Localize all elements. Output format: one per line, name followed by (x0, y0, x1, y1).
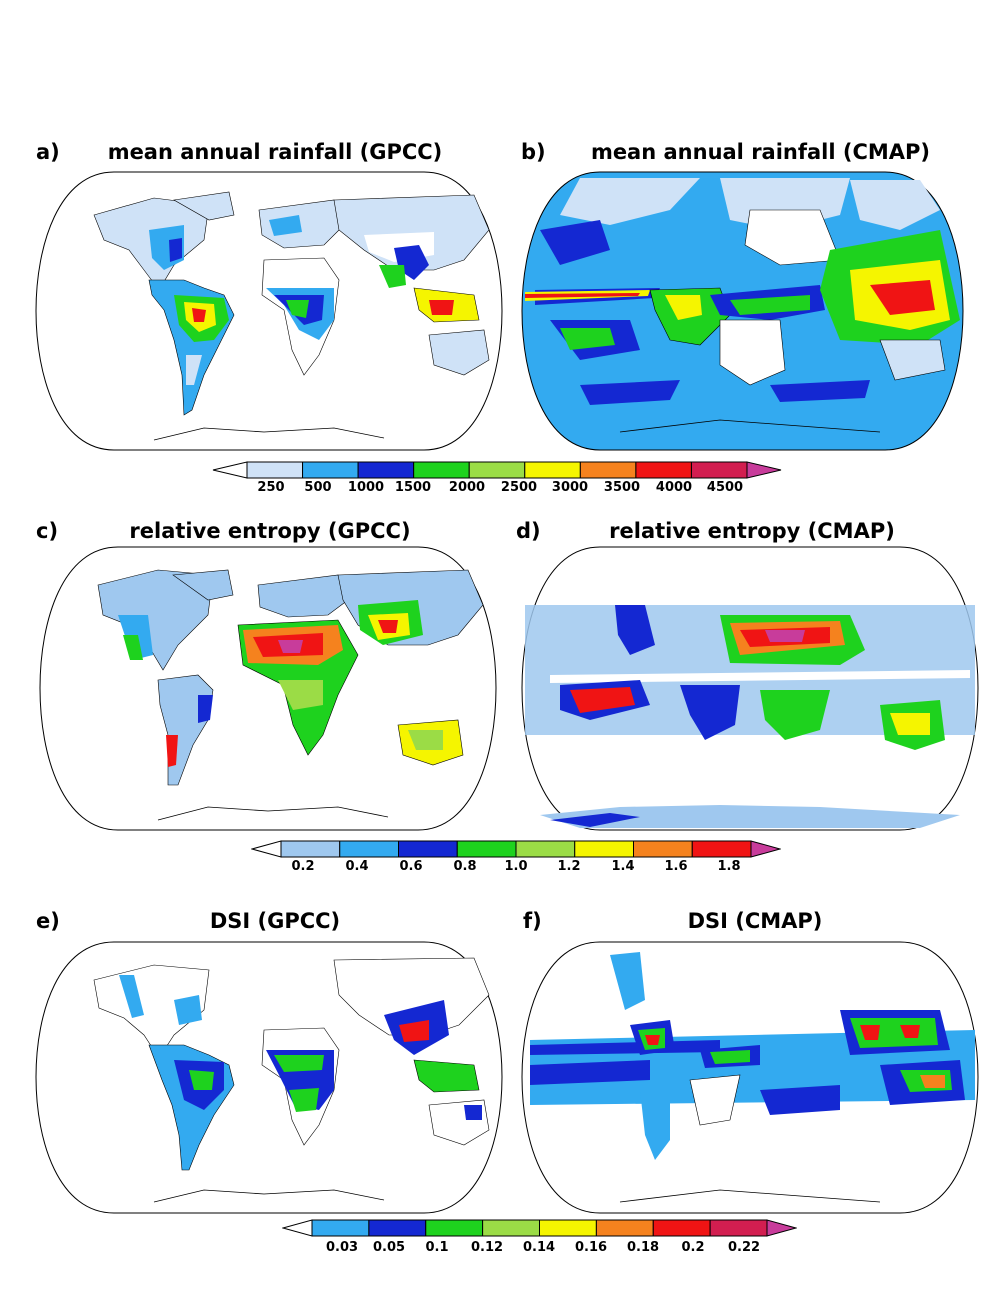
colorbar-segment (574, 840, 634, 858)
map-e-gpcc-dsi (35, 941, 503, 1214)
tick-label: 0.03 (325, 1240, 359, 1255)
colorbar-dsi-ticks: 0.03 0.05 0.1 0.12 0.14 0.16 0.18 0.2 0.… (282, 1240, 797, 1256)
colorbar-rainfall (212, 461, 782, 479)
colorbar-segment (456, 840, 517, 858)
colorbar-segment (302, 461, 359, 479)
colorbar-over-cap (750, 840, 781, 858)
colorbar-rainfall-ticks: 250 500 1000 1500 2000 2500 3000 3500 40… (212, 480, 782, 496)
colorbar-over-cap (746, 461, 782, 479)
colorbar-segment (425, 1219, 484, 1237)
colorbar-segment (246, 461, 304, 479)
panel-e-title: DSI (GPCC) (209, 909, 341, 933)
tick-label: 4500 (706, 480, 744, 495)
map-b-cmap-rainfall (521, 171, 964, 451)
tick-label: 0.6 (399, 859, 423, 874)
tick-label: 1.2 (557, 859, 581, 874)
colorbar-segment (690, 461, 748, 479)
colorbar-segment (633, 840, 693, 858)
colorbar-relative-entropy-ticks: 0.2 0.4 0.6 0.8 1.0 1.2 1.4 1.6 1.8 (251, 859, 781, 875)
tick-label: 1.6 (664, 859, 688, 874)
tick-label: 1500 (394, 480, 432, 495)
tick-label: 250 (257, 480, 285, 495)
colorbar-segment (652, 1219, 711, 1237)
tick-label: 0.2 (291, 859, 315, 874)
colorbar-segment (311, 1219, 370, 1237)
tick-label: 1.4 (611, 859, 635, 874)
tick-label: 1.8 (717, 859, 741, 874)
colorbar-over-cap (766, 1219, 797, 1237)
tick-label: 0.1 (425, 1240, 449, 1255)
map-d-cmap-relative-entropy (521, 546, 979, 831)
colorbar-segment (635, 461, 692, 479)
tick-label: 0.2 (681, 1240, 705, 1255)
tick-label: 0.4 (345, 859, 369, 874)
colorbar-segment (368, 1219, 427, 1237)
colorbar-under-cap (212, 461, 248, 479)
tick-label: 0.05 (372, 1240, 406, 1255)
colorbar-segment (709, 1219, 768, 1237)
panel-c-title: relative entropy (GPCC) (129, 519, 411, 543)
colorbar-under-cap (282, 1219, 313, 1237)
tick-label: 1000 (347, 480, 385, 495)
tick-label: 4000 (655, 480, 693, 495)
colorbar-segment (515, 840, 576, 858)
tick-label: 0.16 (574, 1240, 608, 1255)
panel-a-title: mean annual rainfall (GPCC) (107, 140, 443, 164)
tick-label: 0.22 (727, 1240, 761, 1255)
tick-label: 3500 (603, 480, 641, 495)
tick-label: 500 (304, 480, 332, 495)
colorbar-segment (339, 840, 399, 858)
colorbar-relative-entropy (251, 840, 781, 858)
colorbar-dsi (282, 1219, 797, 1237)
colorbar-segment (357, 461, 415, 479)
panel-f-title: DSI (CMAP) (687, 909, 823, 933)
colorbar-segment (579, 461, 637, 479)
map-c-gpcc-relative-entropy (39, 546, 497, 831)
tick-label: 3000 (551, 480, 589, 495)
tick-label: 2000 (448, 480, 486, 495)
panel-d-letter: d) (516, 519, 541, 543)
tick-label: 0.12 (470, 1240, 504, 1255)
colorbar-segment (468, 461, 526, 479)
colorbar-under-cap (251, 840, 282, 858)
tick-label: 0.8 (453, 859, 477, 874)
colorbar-segment (280, 840, 341, 858)
tick-label: 1.0 (504, 859, 528, 874)
colorbar-segment (595, 1219, 654, 1237)
tick-label: 0.18 (626, 1240, 660, 1255)
colorbar-segment (413, 461, 470, 479)
panel-e-letter: e) (36, 909, 60, 933)
panel-d-title: relative entropy (CMAP) (609, 519, 895, 543)
map-a-gpcc-rainfall (35, 171, 503, 451)
panel-f-letter: f) (523, 909, 542, 933)
panel-c-letter: c) (36, 519, 59, 543)
colorbar-segment (524, 461, 581, 479)
panel-a-letter: a) (36, 140, 60, 164)
panel-b-title: mean annual rainfall (CMAP) (590, 140, 931, 164)
panel-b-letter: b) (521, 140, 546, 164)
map-f-cmap-dsi (521, 941, 979, 1214)
colorbar-segment (539, 1219, 597, 1237)
colorbar-segment (482, 1219, 540, 1237)
colorbar-segment (691, 840, 752, 858)
tick-label: 0.14 (522, 1240, 556, 1255)
tick-label: 2500 (500, 480, 538, 495)
colorbar-segment (398, 840, 458, 858)
